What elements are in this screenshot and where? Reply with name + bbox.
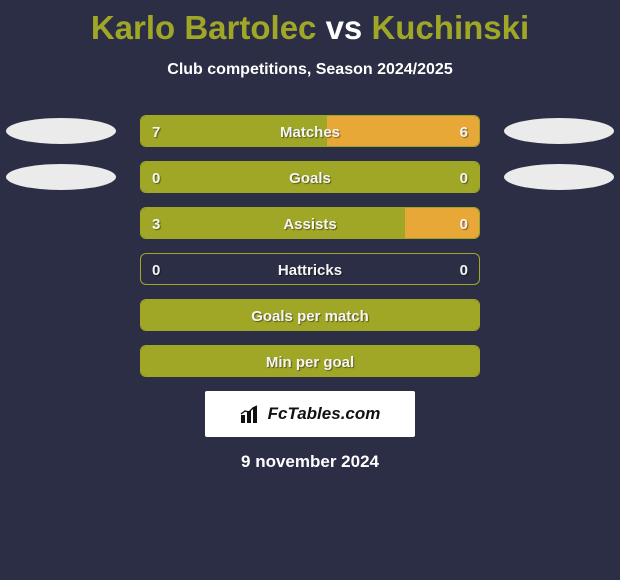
player1-ellipse bbox=[6, 164, 116, 190]
stat-bar: 0 0Hattricks bbox=[140, 253, 480, 285]
stats-chart: 76Matches00Goals30Assists00HattricksGoal… bbox=[0, 115, 620, 377]
stat-row: 30Assists bbox=[0, 207, 620, 239]
brand-badge: FcTables.com bbox=[205, 391, 415, 437]
player1-fill bbox=[141, 346, 479, 376]
player2-name: Kuchinski bbox=[371, 9, 529, 46]
player2-value: 6 bbox=[460, 116, 468, 147]
player2-ellipse bbox=[504, 164, 614, 190]
stat-row: 76Matches bbox=[0, 115, 620, 147]
brand-text: FcTables.com bbox=[268, 404, 381, 424]
stat-bar: Min per goal bbox=[140, 345, 480, 377]
player1-fill bbox=[141, 116, 327, 146]
stat-bar: 00Goals bbox=[140, 161, 480, 193]
player1-name: Karlo Bartolec bbox=[91, 9, 317, 46]
date-text: 9 november 2024 bbox=[0, 452, 620, 472]
comparison-title: Karlo Bartolec vs Kuchinski bbox=[0, 0, 620, 47]
player1-fill bbox=[141, 300, 479, 330]
player2-fill bbox=[327, 116, 479, 146]
player1-value: 0 bbox=[152, 162, 160, 193]
stat-bar: Goals per match bbox=[140, 299, 480, 331]
bars-icon bbox=[240, 405, 262, 423]
player1-value: 0 bbox=[152, 254, 160, 285]
player2-value: 0 bbox=[460, 162, 468, 193]
player1-ellipse bbox=[6, 118, 116, 144]
player2-value: 0 bbox=[460, 208, 468, 239]
stat-row: Min per goal bbox=[0, 345, 620, 377]
stat-bar: 76Matches bbox=[140, 115, 480, 147]
player1-value: 7 bbox=[152, 116, 160, 147]
player1-fill bbox=[141, 162, 479, 192]
stat-row: Goals per match bbox=[0, 299, 620, 331]
player2-value: 0 bbox=[460, 254, 468, 285]
stat-name: Hattricks bbox=[141, 254, 479, 285]
subtitle: Club competitions, Season 2024/2025 bbox=[0, 61, 620, 79]
stat-row: 00Goals bbox=[0, 161, 620, 193]
stat-row: 0 0Hattricks bbox=[0, 253, 620, 285]
player2-ellipse bbox=[504, 118, 614, 144]
player1-fill bbox=[141, 208, 405, 238]
title-vs: vs bbox=[326, 9, 363, 46]
stat-bar: 30Assists bbox=[140, 207, 480, 239]
player1-value: 3 bbox=[152, 208, 160, 239]
